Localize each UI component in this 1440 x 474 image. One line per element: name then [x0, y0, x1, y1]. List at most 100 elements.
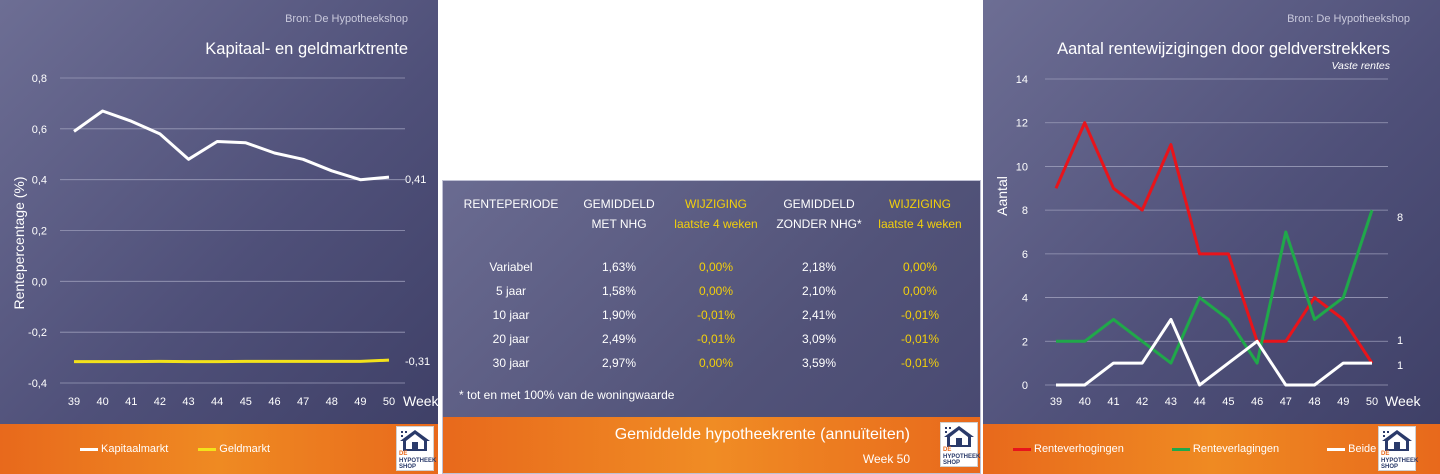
y-tick-label: 10: [1016, 161, 1028, 173]
end-value-label: -0,31: [405, 356, 430, 368]
logo-text-de: DE: [943, 447, 952, 453]
y-tick-label: 6: [1022, 249, 1028, 261]
logo-text-shop: SHOP: [399, 464, 417, 470]
logo-text-de: DE: [1381, 451, 1390, 457]
x-tick-label: 47: [1280, 396, 1292, 408]
capital-money-market-chart: Bron: De Hypotheekshop Kapitaal- en geld…: [0, 0, 438, 474]
x-tick-label: 39: [68, 396, 80, 408]
chart-legend: Kapitaalmarkt Geldmarkt: [80, 424, 300, 474]
x-axis-label: Week: [1385, 393, 1422, 409]
series-line-kapitaalmarkt: [73, 109, 390, 182]
y-axis-label: Rentepercentage (%): [11, 176, 27, 309]
cell-met-nhg: 2,49%: [601, 332, 637, 346]
y-tick-label: -0,4: [28, 378, 47, 390]
legend-item-renteverlagingen: Renteverlagingen: [1171, 443, 1280, 455]
cell-zonder-nhg: 3,59%: [801, 356, 837, 370]
legend-swatch: [1013, 447, 1031, 451]
chart-footer: Renteverhogingen Renteverlagingen Beide …: [983, 424, 1440, 474]
legend-label: Renteverlagingen: [1192, 443, 1280, 455]
chart-subtitle: Vaste rentes: [1331, 60, 1390, 72]
legend-swatch: [1171, 447, 1190, 451]
hypotheekshop-logo: DE HYPOTHEEK SHOP: [940, 422, 981, 467]
header-gemiddeld-met-nhg-1: GEMIDDELD: [583, 197, 655, 211]
header-renteperiode: RENTEPERIODE: [463, 197, 559, 211]
logo-text-hypotheek: HYPOTHEEK: [1381, 457, 1419, 464]
x-axis-label: Week: [403, 393, 438, 409]
x-tick-label: 49: [354, 396, 366, 408]
table-footnote: * tot en met 100% van de woningwaarde: [459, 388, 675, 402]
cell-wijziging-zonder: -0,01%: [900, 308, 940, 322]
header-wijziging-2-sub: laatste 4 weken: [878, 217, 962, 231]
series-line-renteverhogingen: [1054, 121, 1374, 364]
cell-renteperiode: 20 jaar: [492, 332, 530, 346]
y-tick-label: 0,0: [32, 276, 47, 288]
mortgage-rate-table-panel: RENTEPERIODE GEMIDDELD MET NHG WIJZIGING…: [442, 180, 981, 474]
x-tick-label: 44: [211, 396, 223, 408]
y-tick-label: 0,4: [32, 175, 47, 187]
chart-title: Aantal rentewijzigingen door geldverstre…: [1057, 40, 1390, 58]
cell-wijziging-met: 0,00%: [698, 284, 734, 298]
x-tick-label: 42: [1136, 396, 1148, 408]
legend-swatch: [80, 447, 98, 451]
x-tick-label: 47: [297, 396, 309, 408]
series-line-renteverlagingen: [1056, 209, 1374, 365]
logo-text-hypotheek: HYPOTHEEK: [943, 453, 981, 460]
x-tick-label: 41: [1107, 396, 1119, 408]
cell-zonder-nhg: 2,41%: [801, 308, 837, 322]
x-tick-label: 43: [182, 396, 194, 408]
header-gemiddeld-zonder-nhg-1: GEMIDDELD: [783, 197, 855, 211]
legend-item-renteverhogingen: Renteverhogingen: [1013, 443, 1124, 455]
cell-met-nhg: 1,63%: [601, 260, 637, 274]
cell-wijziging-met: -0,01%: [696, 332, 736, 346]
logo-text-shop: SHOP: [943, 460, 961, 466]
x-tick-label: 50: [1366, 396, 1378, 408]
y-tick-label: 0,6: [32, 124, 47, 136]
y-tick-label: 12: [1016, 118, 1028, 130]
x-tick-label: 40: [1079, 396, 1091, 408]
x-tick-label: 39: [1050, 396, 1062, 408]
x-tick-label: 43: [1165, 396, 1177, 408]
cell-zonder-nhg: 2,10%: [801, 284, 837, 298]
cell-renteperiode: 10 jaar: [492, 308, 530, 322]
x-tick-label: 48: [1308, 396, 1320, 408]
cell-wijziging-met: -0,01%: [696, 308, 736, 322]
x-tick-label: 46: [268, 396, 280, 408]
end-value-label: 8: [1397, 212, 1403, 224]
cell-wijziging-met: 0,00%: [698, 260, 734, 274]
cell-met-nhg: 1,90%: [601, 308, 637, 322]
y-tick-label: -0,2: [28, 327, 47, 339]
chart-source: Bron: De Hypotheekshop: [1287, 13, 1410, 25]
x-tick-label: 50: [383, 396, 395, 408]
header-gemiddeld-zonder-nhg-2: ZONDER NHG*: [776, 217, 862, 231]
logo-text-de: DE: [399, 451, 408, 457]
rate-changes-chart: Bron: De Hypotheekshop Aantal rentewijzi…: [983, 0, 1440, 474]
legend-item-kapitaalmarkt: Kapitaalmarkt: [80, 443, 168, 455]
x-tick-label: 40: [97, 396, 109, 408]
y-tick-label: 2: [1022, 336, 1028, 348]
cell-wijziging-zonder: -0,01%: [900, 356, 940, 370]
hypotheekshop-logo: DE HYPOTHEEK SHOP: [1378, 426, 1419, 471]
y-tick-label: 0,2: [32, 226, 47, 238]
logo-text-hypotheek: HYPOTHEEK: [399, 457, 437, 464]
x-tick-label: 48: [326, 396, 338, 408]
chart-footer: Kapitaalmarkt Geldmarkt DE HYPOTHEEK SHOP: [0, 424, 438, 474]
y-tick-label: 0: [1022, 380, 1028, 392]
legend-label: Renteverhogingen: [1034, 443, 1124, 455]
x-tick-label: 42: [154, 396, 166, 408]
logo-text-shop: SHOP: [1381, 464, 1399, 470]
header-wijziging-2: WIJZIGING: [889, 197, 951, 211]
x-tick-label: 45: [1222, 396, 1234, 408]
header-wijziging-1-sub: laatste 4 weken: [674, 217, 758, 231]
series-line-beide: [1056, 317, 1372, 387]
table-title: Gemiddelde hypotheekrente (annuïteiten): [614, 426, 910, 443]
series-line-geldmarkt: [74, 358, 390, 364]
chart-title: Kapitaal- en geldmarktrente: [205, 40, 408, 58]
cell-wijziging-zonder: 0,00%: [902, 260, 938, 274]
cell-renteperiode: 5 jaar: [495, 284, 527, 298]
cell-met-nhg: 1,58%: [601, 284, 637, 298]
legend-item-geldmarkt: Geldmarkt: [198, 443, 270, 455]
x-tick-label: 41: [125, 396, 137, 408]
cell-wijziging-zonder: -0,01%: [900, 332, 940, 346]
x-tick-label: 46: [1251, 396, 1263, 408]
chart-source: Bron: De Hypotheekshop: [285, 13, 408, 25]
